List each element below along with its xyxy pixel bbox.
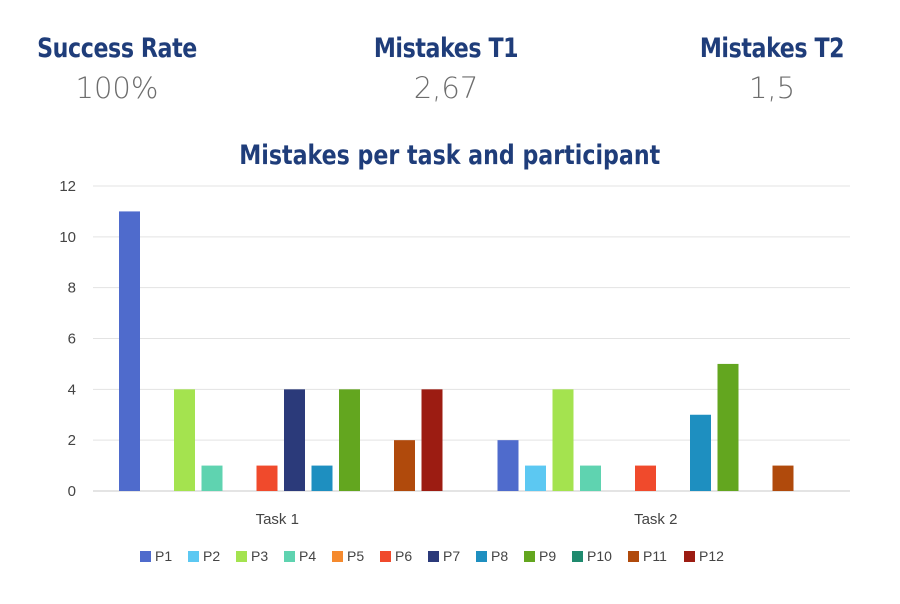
legend-swatch-p1 (140, 551, 151, 562)
bar-p8-2 (690, 414, 711, 491)
legend-label-p2: P2 (203, 548, 220, 564)
kpi-value: 100% (75, 71, 159, 105)
legend-swatch-p4 (284, 551, 295, 562)
bar-p1-2 (497, 440, 519, 491)
bar-p2-2 (525, 465, 546, 491)
legend-label-p11: P11 (643, 548, 667, 564)
legend-swatch-p6 (380, 551, 391, 562)
bar-p3-2 (552, 389, 574, 491)
y-tick-label: 8 (68, 280, 76, 297)
legend-label-p5: P5 (347, 548, 364, 564)
y-tick-label: 12 (59, 178, 76, 195)
y-tick-label: 0 (68, 483, 76, 500)
bar-p6-1 (256, 465, 278, 491)
bar-p3-1 (174, 389, 195, 491)
legend-label-p1: P1 (155, 548, 172, 564)
kpi-label: Mistakes T2 (699, 33, 845, 64)
kpi-success-rate: Success Rate 100% (0, 30, 247, 106)
legend-label-p7: P7 (443, 548, 460, 564)
y-tick-label: 6 (68, 331, 76, 348)
bar-p6-2 (635, 465, 656, 491)
legend-label-p9: P9 (539, 548, 556, 564)
chart-title: Mistakes per task and participant (0, 136, 900, 176)
legend-label-p6: P6 (395, 548, 412, 564)
legend-swatch-p5 (332, 551, 343, 562)
legend-swatch-p2 (188, 551, 199, 562)
bar-p11-1 (394, 440, 415, 491)
bar-p8-1 (311, 465, 333, 491)
legend-label-p12: P12 (699, 548, 724, 564)
chart-title-text: Mistakes per task and participant (239, 140, 661, 171)
kpi-label: Mistakes T1 (373, 33, 519, 64)
bar-p1-1 (119, 211, 140, 491)
x-category-label: Task 2 (634, 511, 677, 528)
legend-swatch-p3 (236, 551, 247, 562)
legend-swatch-p8 (476, 551, 487, 562)
legend-swatch-p11 (628, 551, 639, 562)
bar-p12-1 (421, 389, 443, 491)
legend-swatch-p12 (684, 551, 695, 562)
bar-p4-2 (580, 465, 601, 491)
bar-p9-1 (339, 389, 360, 491)
bar-p4-1 (201, 465, 223, 491)
legend-label-p8: P8 (491, 548, 508, 564)
legend-swatch-p10 (572, 551, 583, 562)
kpi-value: 1,5 (748, 71, 796, 105)
legend-swatch-p9 (524, 551, 535, 562)
legend-label-p10: P10 (587, 548, 612, 564)
kpi-mistakes-t2: Mistakes T2 1,5 (642, 30, 900, 106)
bar-p7-1 (284, 389, 305, 491)
kpi-label: Success Rate (37, 33, 197, 64)
bar-p9-2 (717, 363, 739, 491)
y-tick-label: 4 (68, 381, 76, 398)
y-tick-label: 10 (59, 229, 76, 246)
legend-label-p3: P3 (251, 548, 268, 564)
kpi-mistakes-t1: Mistakes T1 2,67 (316, 30, 576, 106)
y-tick-label: 2 (68, 432, 76, 449)
x-category-label: Task 1 (256, 511, 299, 528)
bar-p11-2 (772, 465, 794, 491)
legend-label-p4: P4 (299, 548, 316, 564)
legend-swatch-p7 (428, 551, 439, 562)
kpi-value: 2,67 (413, 71, 479, 105)
